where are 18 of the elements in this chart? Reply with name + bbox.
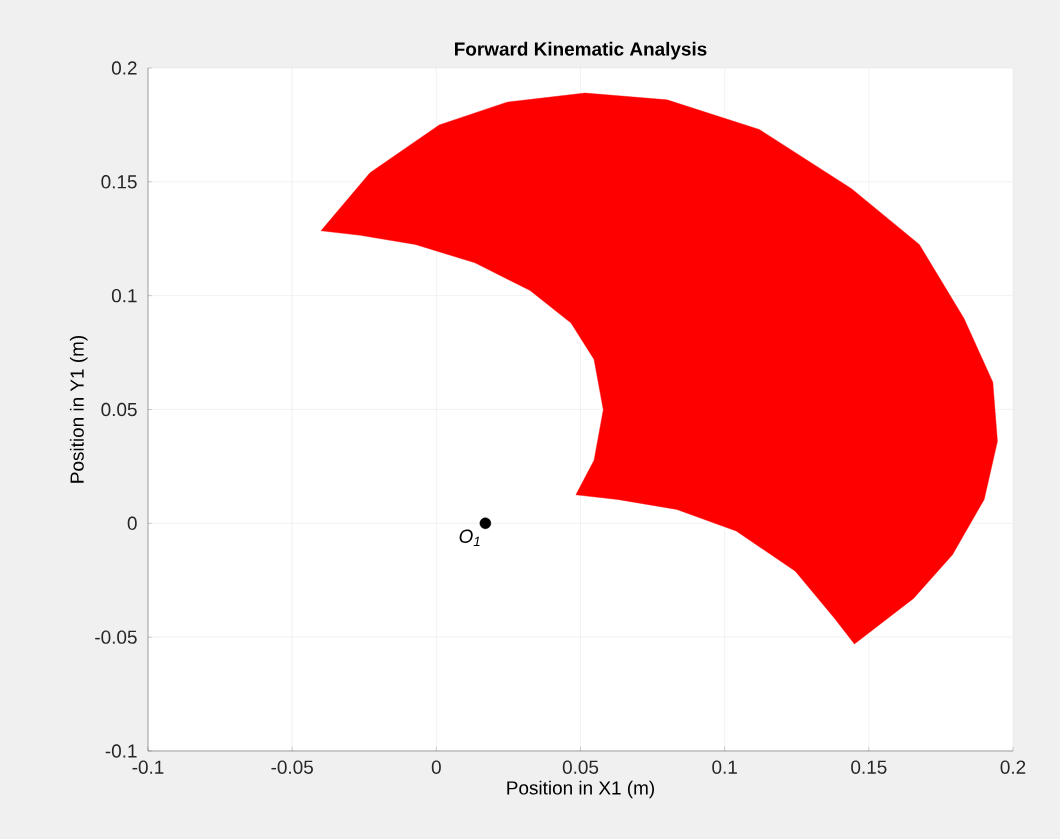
x-tick-label: 0.1 [712,760,737,774]
annotation: O$_{1}$ [459,529,480,546]
x-tick-label: 0 [431,760,441,774]
x-axis-title: Position in X1 (m) [507,780,654,799]
x-tick-label: 0.15 [851,760,887,774]
y-tick-label: -0.05 [95,630,137,644]
y-tick-label: 0 [127,516,137,531]
x-tick-label: -0.1 [132,760,164,774]
y-axis-title: Position in Y1 (m) [69,336,88,483]
y-tick-label: -0.1 [105,744,137,758]
x-tick-label: 0.2 [1000,760,1026,774]
y-tick-label: 0.1 [111,288,137,303]
y-tick-label: 0.05 [101,402,137,417]
x-tick-label: 0.05 [562,760,599,774]
chart-title: Forward Kinematic Analysis [455,41,707,60]
y-tick-label: 0.15 [101,175,137,189]
x-tick-label: -0.05 [271,760,313,774]
y-tick-label: 0.2 [111,61,137,75]
